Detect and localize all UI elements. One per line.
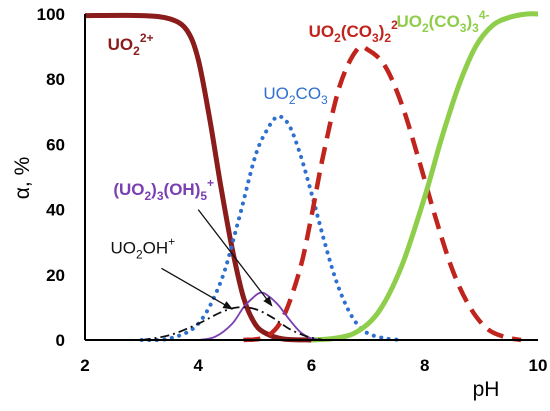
label-text: UO: [108, 35, 133, 54]
x-tick-label: 6: [307, 356, 316, 375]
y-ticks: 0 20 40 60 80 100: [37, 5, 65, 350]
label-sub: 2: [144, 189, 151, 203]
annotation-arrow-uo23oh5: [197, 209, 273, 307]
series-line-uo2co33: [311, 11, 539, 343]
label-sub: 5: [200, 189, 207, 203]
series-label-uo2co33: UO2(CO3)34-: [396, 8, 489, 35]
label-text: UO: [263, 84, 289, 103]
label-sup: +: [207, 176, 214, 190]
label-txt: ): [151, 180, 157, 199]
label-sub: 2: [133, 44, 140, 58]
label-sub: 2: [289, 93, 296, 107]
label-text: UO: [110, 239, 136, 258]
y-tick-label: 60: [46, 135, 65, 154]
series-label-uo2: UO22+: [108, 31, 154, 58]
label-sub: 3: [372, 31, 379, 45]
series-label-uo2co3: UO2CO3: [263, 84, 328, 107]
label-sub: 3: [321, 93, 328, 107]
label-sup: +: [168, 235, 175, 249]
series-label-uo23oh5: (UO2)3(OH)5+: [113, 176, 214, 203]
label-txt: ): [379, 22, 385, 41]
label-text: UO: [396, 12, 422, 31]
series-line-uo23oh5: [198, 291, 323, 341]
y-tick-label: 20: [46, 266, 65, 285]
x-tick-label: 8: [420, 356, 429, 375]
label-sub: 3: [460, 21, 467, 35]
series-label-uo2oh: UO2OH+: [110, 235, 175, 262]
series-line-uo2: [84, 12, 312, 343]
label-txt: ): [466, 12, 472, 31]
x-axis-label: pH: [473, 378, 500, 401]
label-txt: CO: [296, 84, 322, 103]
annotation-layer: UO22+UO2CO3UO2(CO3)22-UO2(CO3)34-(UO2)3(…: [108, 8, 490, 310]
label-sub: 2: [136, 248, 143, 262]
series-label-uo2co32: UO2(CO3)22-: [309, 18, 402, 45]
label-sub: 2: [334, 31, 341, 45]
series-line-uo2co3: [139, 114, 405, 343]
label-text: (UO: [113, 180, 144, 199]
label-sup: 2-: [391, 18, 402, 32]
x-tick-label: 2: [80, 356, 89, 375]
label-text: UO: [309, 22, 335, 41]
y-tick-label: 0: [56, 331, 65, 350]
label-sub: 3: [472, 21, 479, 35]
label-txt: OH: [143, 239, 169, 258]
label-txt: (CO: [341, 22, 372, 41]
x-tick-label: 4: [194, 356, 204, 375]
x-tick-label: 10: [529, 356, 548, 375]
label-sub: 3: [157, 189, 164, 203]
y-axis-label: α, %: [11, 157, 34, 199]
label-sup: 2+: [140, 31, 154, 45]
y-tick-label: 40: [46, 201, 65, 220]
series-line-uo2oh: [141, 306, 324, 341]
label-sub: 2: [422, 21, 429, 35]
series-layer: [84, 11, 539, 343]
label-sup: 4-: [479, 8, 490, 22]
label-sub: 2: [384, 31, 391, 45]
label-txt: (OH): [164, 180, 201, 199]
series-line-uo2co32: [243, 44, 522, 343]
x-ticks: 2 4 6 8 10: [80, 356, 547, 375]
annotation-arrow-uo2oh: [161, 267, 234, 310]
label-txt: (CO: [429, 12, 460, 31]
y-tick-label: 100: [37, 5, 65, 24]
axes: [84, 14, 538, 341]
y-tick-label: 80: [46, 70, 65, 89]
